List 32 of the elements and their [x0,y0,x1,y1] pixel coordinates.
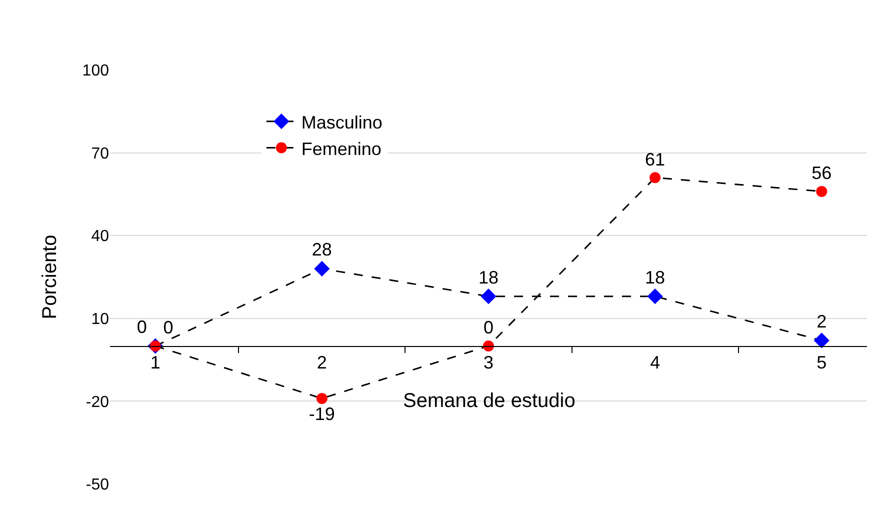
x-tick-label: 3 [483,352,494,373]
x-tick-label: 5 [816,352,827,373]
y-tick-label: 70 [91,145,110,162]
data-label: 0 [163,318,174,338]
point [647,288,663,304]
legend-label: Masculino [301,112,382,132]
y-tick-label: -50 [86,476,110,494]
y-tick-label: 100 [82,62,110,80]
point [650,172,661,184]
point [314,260,330,277]
data-label: 61 [645,149,666,170]
x-tick-label: 1 [150,352,160,373]
x-axis-title: Semana de estudio [403,390,576,412]
data-label: 56 [812,163,832,184]
point [816,186,828,197]
data-label: 18 [478,267,499,288]
y-tick-label: -20 [86,394,110,411]
y-tick-label: 40 [91,228,110,246]
legend-label: Femenino [301,138,382,159]
data-label: 0 [136,317,147,337]
point [480,288,496,304]
data-label: 28 [312,240,332,260]
point [814,332,830,348]
x-tick-label: 4 [650,352,660,373]
data-label: 18 [645,267,666,288]
data-label: -19 [308,404,335,424]
data-label: 0 [483,318,494,338]
point [316,392,328,404]
y-tick-label: 10 [91,311,110,328]
y-axis-title: Porciento [38,234,61,320]
x-tick-label: 2 [316,352,327,373]
data-label: 2 [816,311,827,332]
